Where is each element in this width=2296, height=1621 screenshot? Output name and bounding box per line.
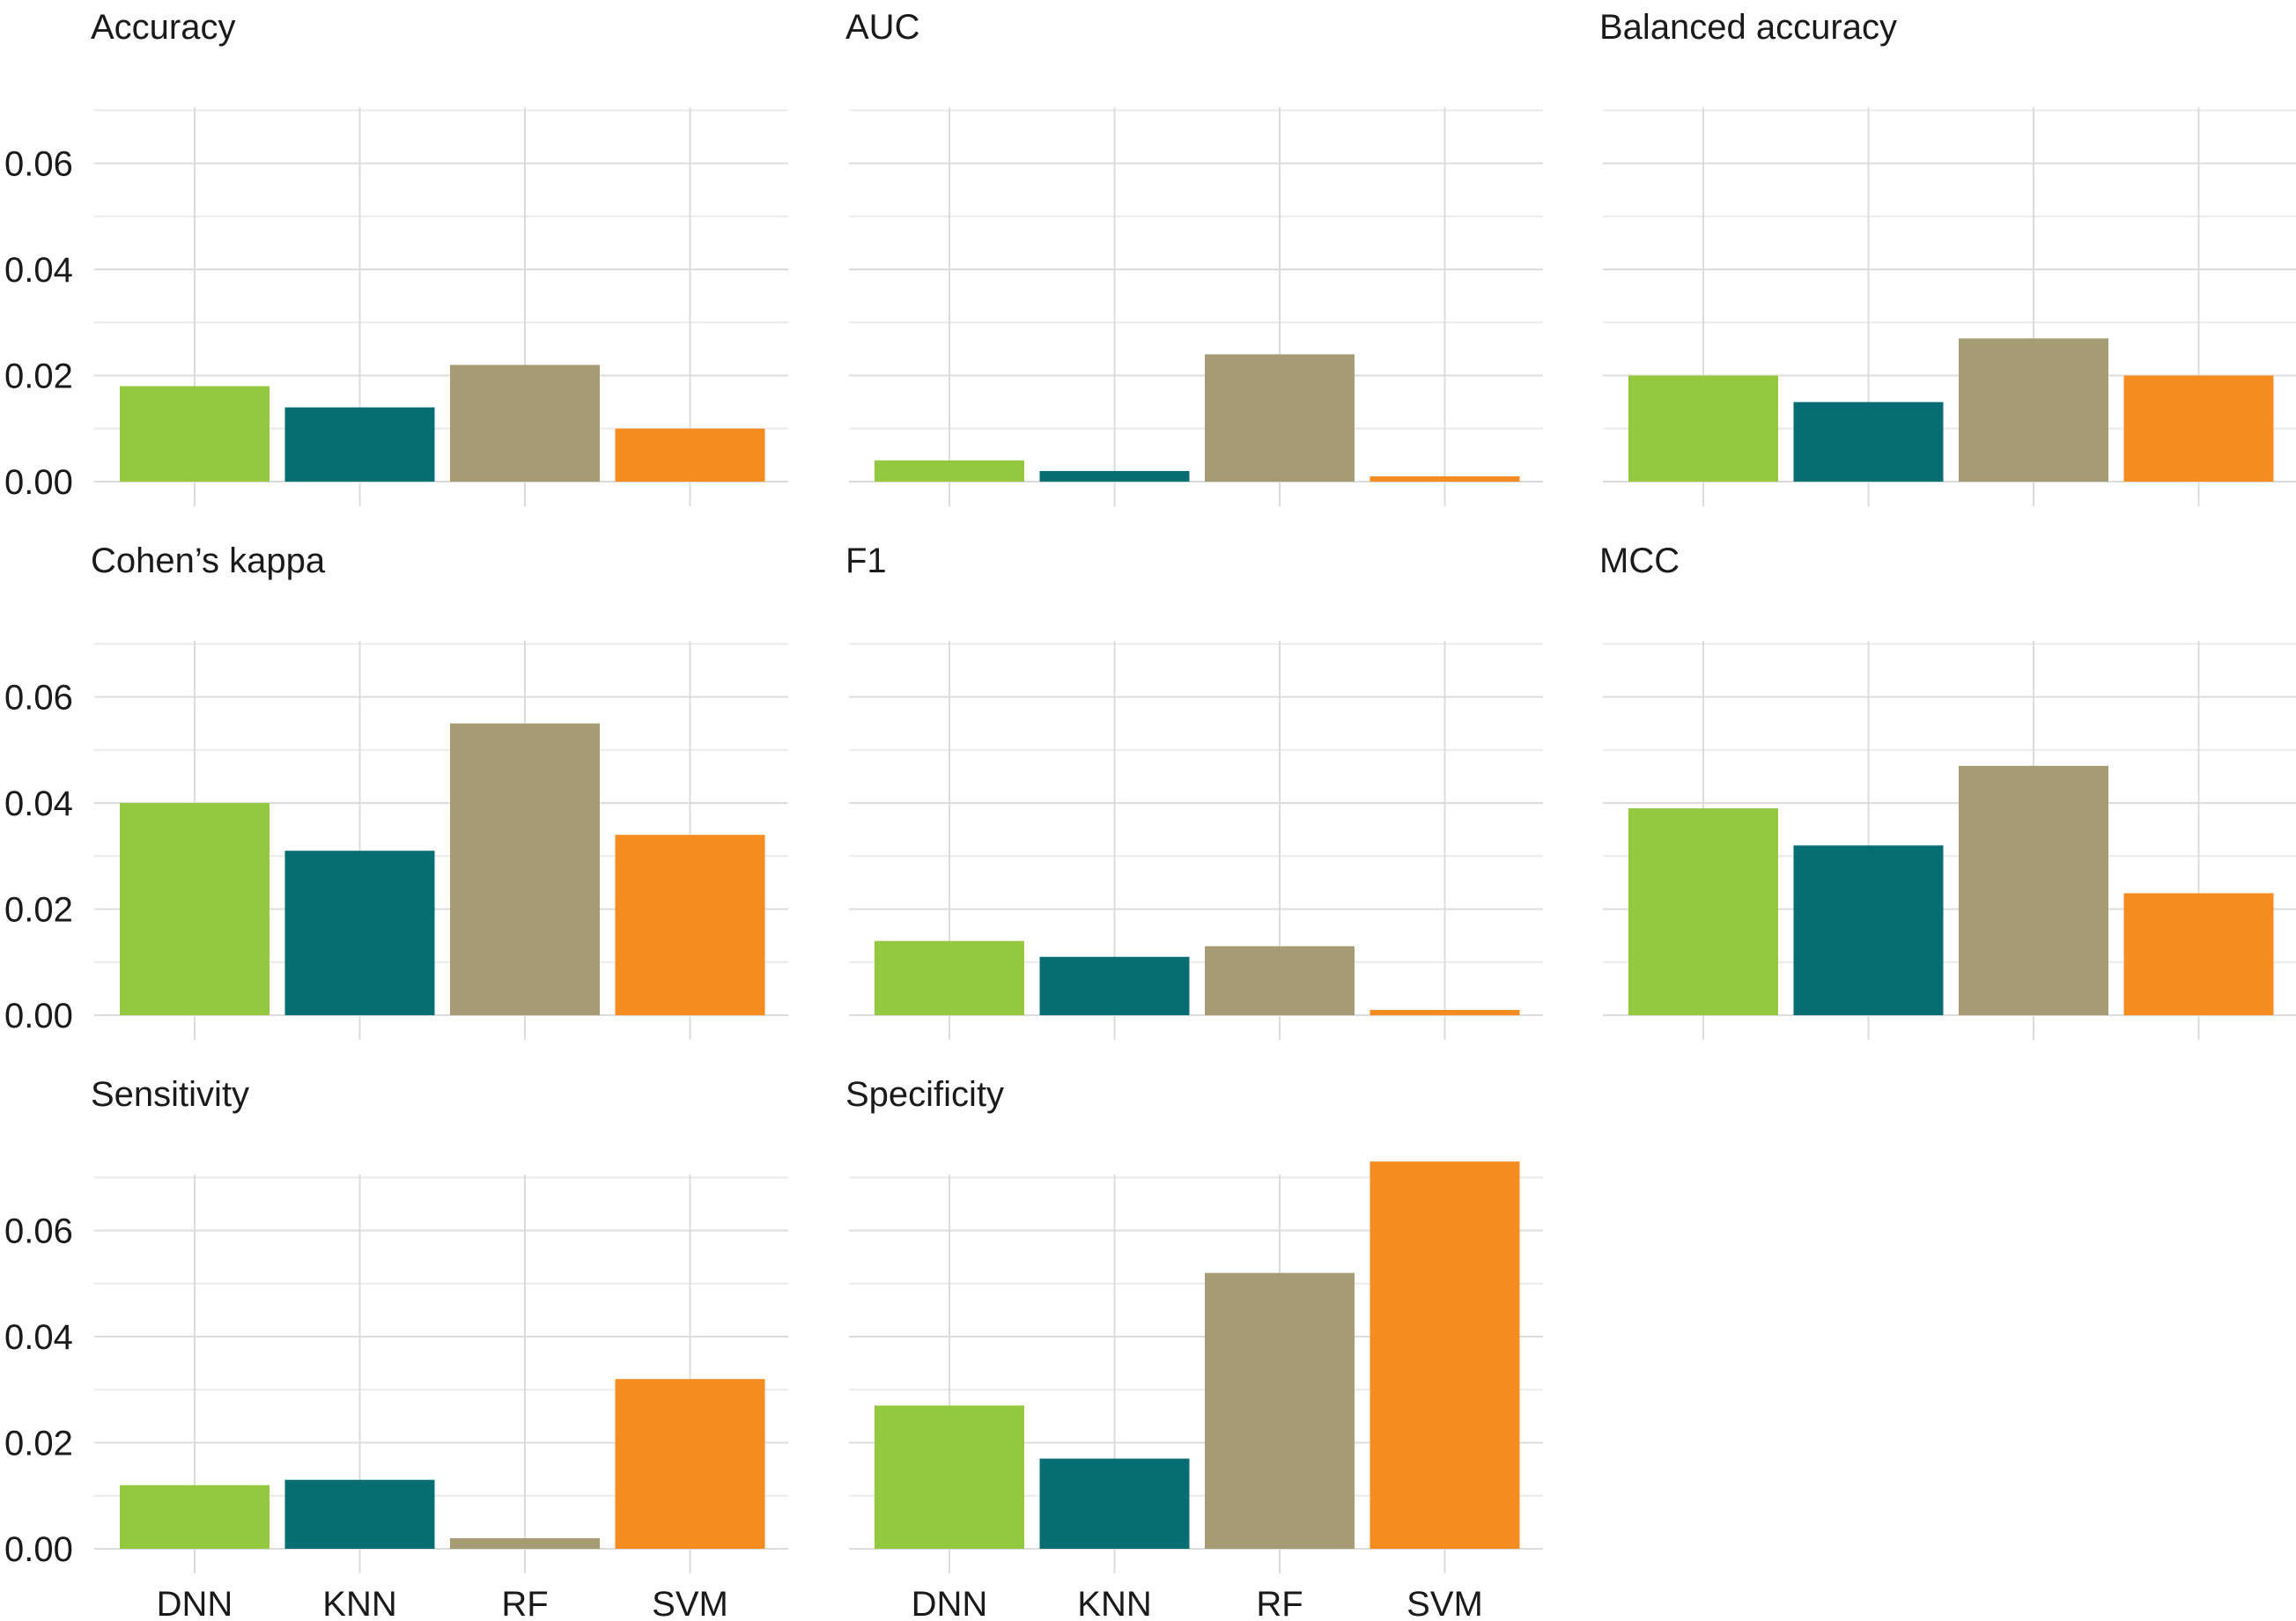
- bar-rf: [1205, 354, 1355, 482]
- x-tick-label-rf: RF: [501, 1585, 548, 1621]
- bar-rf: [1205, 1272, 1355, 1549]
- bar-dnn: [1628, 375, 1778, 482]
- bar-dnn: [875, 940, 1024, 1015]
- bar-dnn: [120, 1485, 269, 1549]
- bar-rf: [1959, 338, 2108, 482]
- panel-title: Specificity: [845, 1075, 1004, 1114]
- bar-rf: [1959, 765, 2108, 1015]
- bar-dnn: [120, 803, 269, 1015]
- x-tick-label-svm: SVM: [652, 1585, 728, 1621]
- panel-mcc: MCC: [1599, 542, 2296, 1040]
- bar-svm: [615, 835, 765, 1015]
- y-tick-label: 0.04: [4, 785, 73, 823]
- bar-svm: [2123, 375, 2274, 482]
- y-tick-label: 0.02: [4, 1425, 73, 1463]
- bar-dnn: [120, 386, 269, 482]
- bar-knn: [1039, 956, 1190, 1015]
- x-tick-label-knn: KNN: [322, 1585, 396, 1621]
- y-tick-label: 0.00: [4, 1530, 73, 1569]
- bar-dnn: [875, 1405, 1024, 1549]
- bar-svm: [1369, 1009, 1520, 1015]
- panel-title: AUC: [845, 8, 919, 47]
- x-tick-label-rf: RF: [1256, 1585, 1303, 1621]
- bar-knn: [1039, 1458, 1190, 1549]
- bar-svm: [2123, 893, 2274, 1015]
- bar-svm: [615, 428, 765, 482]
- x-tick-label-svm: SVM: [1406, 1585, 1483, 1621]
- bar-knn: [284, 1479, 435, 1549]
- panel-title: Cohen’s kappa: [91, 542, 326, 580]
- panel-title: Sensitivity: [91, 1075, 249, 1114]
- bar-knn: [1039, 470, 1190, 482]
- bar-dnn: [1628, 808, 1778, 1015]
- bar-rf: [1205, 946, 1355, 1015]
- panel-f1: F1: [845, 542, 1543, 1040]
- panel-balanced-accuracy: Balanced accuracy: [1599, 8, 2296, 506]
- y-tick-label: 0.06: [4, 679, 73, 718]
- panel-title: Balanced accuracy: [1599, 8, 1897, 47]
- x-tick-label-dnn: DNN: [157, 1585, 233, 1621]
- panel-title: Accuracy: [91, 8, 236, 47]
- panel-auc: AUC: [845, 8, 1543, 506]
- panel-cohen-s-kappa: Cohen’s kappa 0.00 0.02 0.04 0.06: [4, 542, 788, 1040]
- bar-svm: [615, 1379, 765, 1549]
- y-tick-label: 0.00: [4, 997, 73, 1035]
- panel-sensitivity: Sensitivity 0.00 0.02 0.04 0.06 DNN KNN RF SVM: [4, 1075, 788, 1621]
- panel-accuracy: Accuracy 0.00 0.02 0.04 0.06: [4, 8, 788, 506]
- y-tick-label: 0.06: [4, 145, 73, 184]
- y-tick-label: 0.02: [4, 357, 73, 396]
- panel-specificity: Specificity DNN KNN RF SVM: [845, 1075, 1543, 1621]
- y-tick-label: 0.04: [4, 1318, 73, 1357]
- bar-knn: [1793, 845, 1944, 1015]
- bar-knn: [1793, 402, 1944, 482]
- y-tick-label: 0.00: [4, 463, 73, 502]
- bar-svm: [1369, 1161, 1520, 1549]
- bar-knn: [284, 851, 435, 1015]
- y-tick-label: 0.06: [4, 1212, 73, 1251]
- y-tick-label: 0.04: [4, 251, 73, 290]
- bar-svm: [1369, 475, 1520, 482]
- panel-title: F1: [845, 542, 887, 580]
- x-tick-label-knn: KNN: [1077, 1585, 1151, 1621]
- y-tick-label: 0.02: [4, 891, 73, 930]
- bar-rf: [450, 1537, 600, 1549]
- bar-rf: [450, 723, 600, 1015]
- bar-dnn: [875, 460, 1024, 482]
- bar-rf: [450, 365, 600, 482]
- panel-title: MCC: [1599, 542, 1680, 580]
- x-tick-label-dnn: DNN: [912, 1585, 988, 1621]
- bar-knn: [284, 407, 435, 482]
